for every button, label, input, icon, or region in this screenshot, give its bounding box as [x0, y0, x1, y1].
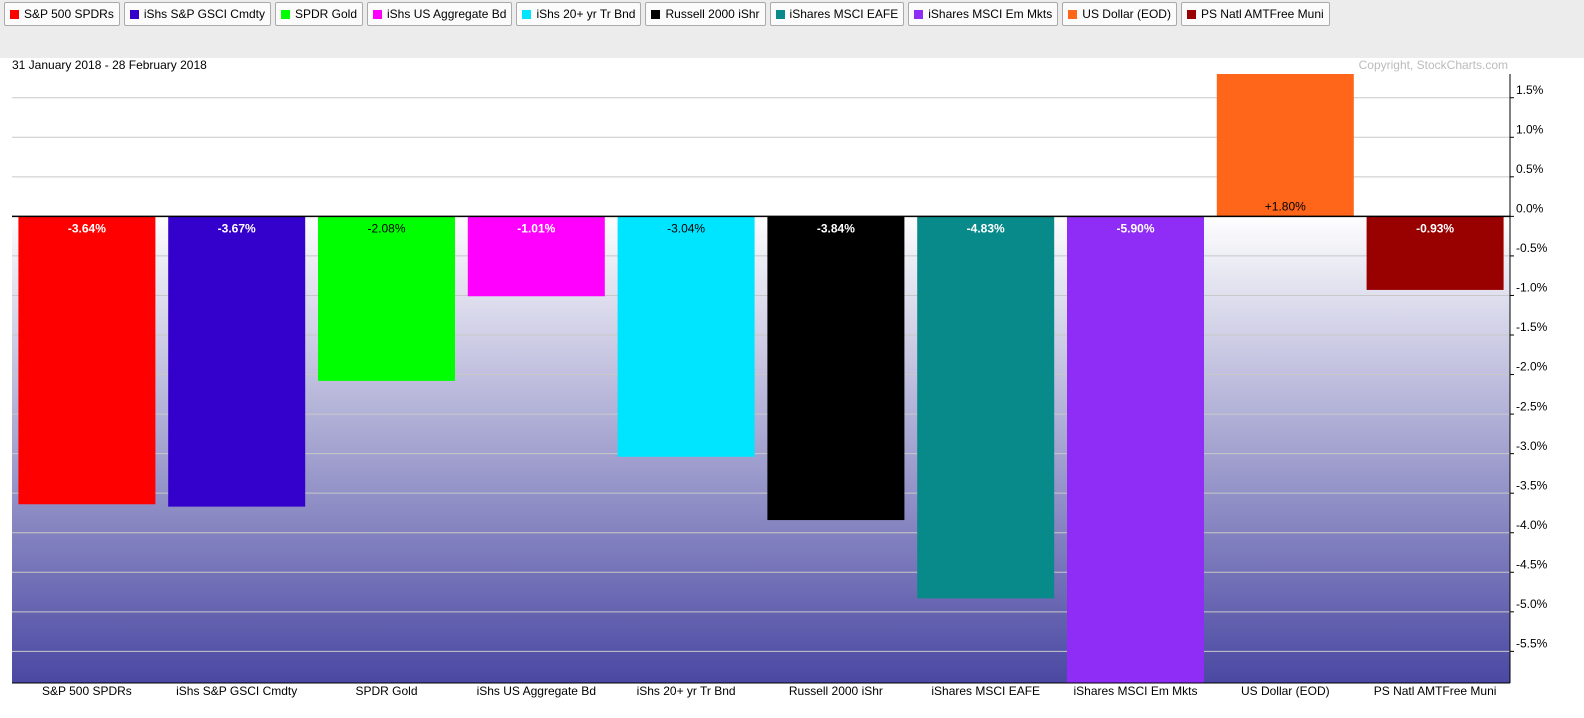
x-tick-label: iShares MSCI EAFE: [931, 684, 1040, 698]
legend-label: SPDR Gold: [294, 7, 358, 21]
value-label: -3.84%: [817, 222, 855, 236]
legend-item[interactable]: iShs 20+ yr Tr Bnd: [516, 2, 642, 26]
value-label: -3.64%: [68, 222, 106, 236]
legend-item[interactable]: iShs US Aggregate Bd: [367, 2, 513, 26]
legend-swatch: [651, 9, 661, 19]
bar: [767, 216, 905, 521]
value-label: -3.04%: [667, 222, 705, 236]
legend: S&P 500 SPDRs iShs S&P GSCI Cmdty SPDR Gol…: [0, 0, 1584, 26]
copyright: Copyright, StockCharts.com: [1359, 58, 1508, 72]
legend-label: Russell 2000 iShr: [665, 7, 760, 21]
y-tick-label: -4.0%: [1516, 518, 1548, 532]
y-tick-label: 1.5%: [1516, 83, 1544, 97]
y-tick-label: -2.5%: [1516, 399, 1548, 413]
legend-label: iShs 20+ yr Tr Bnd: [536, 7, 636, 21]
y-tick-label: -0.5%: [1516, 241, 1548, 255]
legend-label: iShs US Aggregate Bd: [387, 7, 507, 21]
legend-label: iShs S&P GSCI Cmdty: [143, 7, 265, 21]
value-label: -5.90%: [1116, 222, 1154, 236]
date-range: 31 January 2018 - 28 February 2018: [12, 58, 207, 72]
bar: [18, 216, 156, 505]
x-tick-label: S&P 500 SPDRs: [42, 684, 132, 698]
y-tick-label: -1.5%: [1516, 320, 1548, 334]
y-tick-label: -5.5%: [1516, 637, 1548, 651]
x-tick-label: iShs 20+ yr Tr Bnd: [637, 684, 736, 698]
legend-swatch: [914, 9, 924, 19]
bar: [617, 216, 755, 457]
y-tick-label: -3.0%: [1516, 439, 1548, 453]
value-label: -2.08%: [367, 222, 405, 236]
legend-item[interactable]: iShares MSCI Em Mkts: [908, 2, 1059, 26]
x-tick-label: iShs US Aggregate Bd: [477, 684, 596, 698]
legend-label: iShares MSCI EAFE: [789, 7, 899, 21]
legend-swatch: [775, 9, 785, 19]
toolbar: S&P 500 SPDRs iShs S&P GSCI Cmdty SPDR Gol…: [0, 0, 1584, 58]
legend-label: iShares MSCI Em Mkts: [928, 7, 1053, 21]
legend-label: US Dollar (EOD): [1082, 7, 1171, 21]
bar: [1216, 74, 1354, 217]
legend-swatch: [1068, 9, 1078, 19]
legend-item[interactable]: PS Natl AMTFree Muni: [1180, 2, 1330, 26]
x-tick-label: iShares MSCI Em Mkts: [1073, 684, 1197, 698]
legend-item[interactable]: S&P 500 SPDRs: [4, 2, 120, 26]
x-tick-label: Russell 2000 iShr: [789, 684, 883, 698]
legend-item[interactable]: iShares MSCI EAFE: [769, 2, 905, 26]
y-tick-label: 1.0%: [1516, 122, 1544, 136]
x-tick-label: iShs S&P GSCI Cmdty: [176, 684, 297, 698]
y-tick-label: -4.5%: [1516, 557, 1548, 571]
legend-swatch: [10, 9, 19, 19]
x-tick-label: PS Natl AMTFree Muni: [1374, 684, 1497, 698]
legend-swatch: [129, 9, 139, 19]
y-tick-label: -3.5%: [1516, 478, 1548, 492]
value-label: -0.93%: [1416, 222, 1454, 236]
legend-label: S&P 500 SPDRs: [24, 7, 114, 21]
bar: [168, 216, 306, 507]
legend-item[interactable]: SPDR Gold: [274, 2, 364, 26]
bar: [318, 216, 455, 381]
bar: [1067, 216, 1204, 683]
y-tick-label: 0.5%: [1516, 162, 1544, 176]
bar: [1366, 216, 1504, 290]
bar: [917, 216, 1055, 599]
legend-item[interactable]: US Dollar (EOD): [1062, 2, 1177, 26]
value-label: -3.67%: [218, 222, 256, 236]
value-label: +1.80%: [1265, 200, 1306, 214]
y-tick-label: -1.0%: [1516, 281, 1548, 295]
legend-swatch: [373, 9, 383, 19]
value-label: -1.01%: [517, 222, 555, 236]
y-tick-label: -2.0%: [1516, 360, 1548, 374]
legend-item[interactable]: Russell 2000 iShr: [645, 2, 766, 26]
bar: [467, 216, 605, 297]
x-tick-label: US Dollar (EOD): [1241, 684, 1330, 698]
legend-swatch: [1186, 9, 1196, 19]
y-tick-label: 0.0%: [1516, 202, 1544, 216]
legend-label: PS Natl AMTFree Muni: [1200, 7, 1324, 21]
legend-swatch: [522, 9, 532, 19]
x-tick-label: SPDR Gold: [355, 684, 417, 698]
y-tick-label: -5.0%: [1516, 597, 1548, 611]
legend-swatch: [280, 9, 290, 19]
value-label: -4.83%: [967, 222, 1005, 236]
legend-item[interactable]: iShs S&P GSCI Cmdty: [123, 2, 271, 26]
